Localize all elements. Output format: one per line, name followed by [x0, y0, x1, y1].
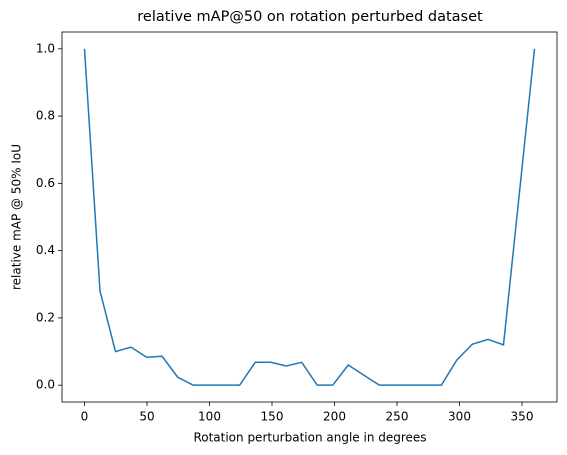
x-tick-label: 200 — [323, 410, 346, 424]
y-axis-label: relative mAP @ 50% IoU — [10, 144, 24, 290]
chart-title: relative mAP@50 on rotation perturbed da… — [137, 9, 483, 25]
x-tick-label: 50 — [139, 410, 154, 424]
y-tick-label: 1.0 — [36, 41, 55, 55]
y-tick-label: 0.6 — [36, 176, 55, 190]
x-tick-label: 350 — [511, 410, 534, 424]
x-tick-label: 100 — [198, 410, 221, 424]
x-tick-label: 300 — [448, 410, 471, 424]
x-axis-label: Rotation perturbation angle in degrees — [193, 431, 426, 445]
plot-frame — [61, 31, 558, 403]
y-tick-label: 0.8 — [36, 109, 55, 123]
x-tick-label: 150 — [261, 410, 284, 424]
y-tick-label: 0.0 — [36, 378, 55, 392]
x-tick-label: 250 — [386, 410, 409, 424]
y-tick-label: 0.2 — [36, 310, 55, 324]
data-line — [83, 48, 536, 386]
y-tick-label: 0.4 — [36, 243, 55, 257]
x-tick-label: 0 — [81, 410, 89, 424]
